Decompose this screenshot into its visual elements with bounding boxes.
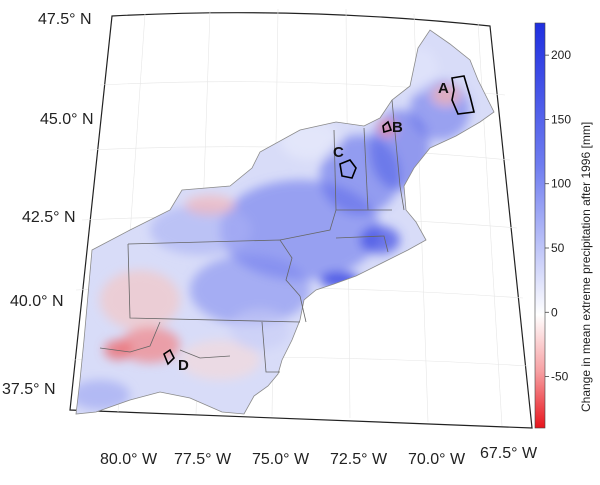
colorbar [534,22,546,429]
colorbar-ticks: 200 150 100 50 0 -50 [545,48,571,384]
lon-label-70-0: 70.0° W [408,451,466,468]
lat-label-45-0: 45.0° N [40,111,94,128]
colorbar-tick-label: 200 [551,48,571,62]
colorbar-tick-label: 0 [551,305,558,319]
colorbar-tick-label: 100 [551,177,571,191]
colorbar-tick-label: 150 [551,112,571,126]
colorbar-tick-label: 50 [551,241,565,255]
region-b-outline [382,120,393,134]
colorbar-tick-label: -50 [551,370,569,384]
region-label-c: C [333,144,344,161]
lon-label-75-0: 75.0° W [252,451,310,468]
colorbar-label: Change in mean extreme precipitation aft… [579,122,593,412]
region-a-outline [451,75,475,115]
lon-label-67-5: 67.5° W [480,445,538,462]
region-c-outline [339,159,357,179]
lon-label-77-5: 77.5° W [174,451,232,468]
lat-label-37-5: 37.5° N [2,381,56,398]
lat-label-47-5: 47.5° N [38,11,92,28]
region-label-a: A [438,80,449,97]
region-outlines [163,75,475,366]
lon-label-72-5: 72.5° W [330,451,388,468]
region-label-d: D [178,357,189,374]
lat-label-40-0: 40.0° N [10,293,64,310]
land-outline [75,29,495,415]
lat-label-42-5: 42.5° N [22,209,76,226]
state-boundaries [99,99,405,373]
region-d-outline [163,348,175,366]
region-label-b: B [392,119,403,136]
lon-label-80-0: 80.0° W [100,451,158,468]
